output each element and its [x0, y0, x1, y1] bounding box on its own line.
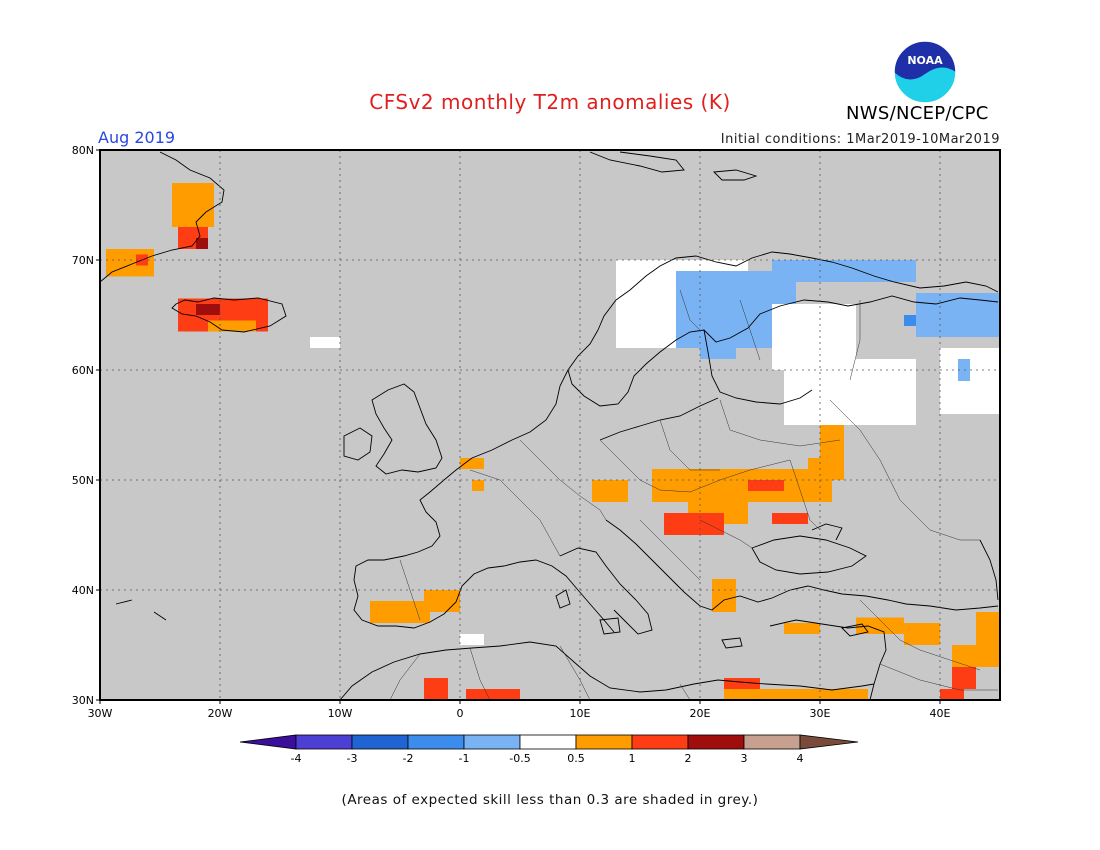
- anomaly-cell: [208, 320, 256, 332]
- lat-label: 40N: [72, 584, 94, 597]
- legend-tick-label: 2: [685, 752, 692, 765]
- legend-swatch: [351, 734, 409, 750]
- initial-conditions: Initial conditions: 1Mar2019-10Mar2019: [720, 132, 1000, 147]
- anomaly-cell: [904, 315, 916, 326]
- agency-label: NWS/NCEP/CPC: [846, 103, 989, 124]
- legend-arrow-high: [799, 734, 859, 750]
- anomaly-cell: [772, 513, 808, 524]
- legend-tick-label: 4: [797, 752, 804, 765]
- anomaly-cell: [916, 293, 1000, 337]
- legend-tick-label: -2: [403, 752, 414, 765]
- lon-label: 10W: [328, 707, 353, 720]
- legend-tick-label: 1: [629, 752, 636, 765]
- coastlines: [99, 151, 999, 701]
- legend-tick-label: -1: [459, 752, 470, 765]
- legend-tick-label: -3: [347, 752, 358, 765]
- graticule: [100, 150, 1000, 700]
- anomaly-cell: [424, 590, 460, 612]
- anomaly-cell: [370, 601, 430, 623]
- anomaly-cell: [724, 689, 868, 700]
- colorbar-legend: -4 -3 -2 -1 -0.5 0.5 1 2 3 4: [239, 734, 859, 765]
- legend-swatch: [631, 734, 689, 750]
- anomaly-cell: [940, 689, 964, 700]
- legend-tick-label: -4: [291, 752, 302, 765]
- lat-label: 70N: [72, 254, 94, 267]
- lat-label: 60N: [72, 364, 94, 377]
- map-frame: [99, 149, 1001, 701]
- lat-label: 50N: [72, 474, 94, 487]
- anomaly-cell: [880, 370, 904, 403]
- legend-arrow-low: [239, 734, 297, 750]
- legend-tick-label: 3: [741, 752, 748, 765]
- anomaly-cell: [460, 634, 484, 645]
- legend-tick-label: 0.5: [567, 752, 585, 765]
- anomaly-cell: [460, 458, 484, 469]
- longitude-labels: 30W 20W 10W 0 10E 20E 30E 40E: [88, 700, 951, 720]
- legend-tick-label: -0.5: [509, 752, 530, 765]
- legend-swatch: [687, 734, 745, 750]
- latitude-labels: 30N 40N 50N 60N 70N 80N: [72, 144, 100, 707]
- anomaly-cell: [466, 689, 520, 700]
- lon-label: 40E: [930, 707, 951, 720]
- legend-swatch: [743, 734, 801, 750]
- lon-label: 30E: [810, 707, 831, 720]
- anomaly-cell: [472, 480, 484, 491]
- anomaly-cell: [808, 458, 844, 480]
- anomaly-cell: [310, 337, 340, 348]
- anomaly-cell: [664, 513, 724, 535]
- legend-swatch: [519, 734, 577, 750]
- anomaly-cell: [856, 260, 916, 282]
- lat-label: 30N: [72, 694, 94, 707]
- lon-label: 0: [457, 707, 464, 720]
- anomaly-cell: [952, 667, 976, 689]
- anomaly-cell: [976, 612, 1000, 645]
- anomaly-cell: [856, 617, 904, 634]
- month-label: Aug 2019: [98, 128, 176, 147]
- lat-label: 80N: [72, 144, 94, 157]
- anomaly-cell: [820, 425, 844, 458]
- legend-swatch: [407, 734, 465, 750]
- noaa-logo: NOAA: [893, 40, 957, 104]
- anomaly-cell: [904, 623, 940, 645]
- lon-label: 10E: [570, 707, 591, 720]
- anomaly-cell: [784, 623, 820, 634]
- anomaly-cell: [724, 678, 760, 689]
- legend-swatch: [463, 734, 521, 750]
- logo-text: NOAA: [907, 54, 943, 67]
- anomaly-cell: [172, 183, 214, 227]
- legend-swatch: [295, 734, 353, 750]
- anomaly-cell: [772, 260, 856, 282]
- anomaly-cell: [952, 645, 1000, 667]
- anomaly-cell: [748, 480, 784, 491]
- anomaly-cell: [424, 678, 448, 700]
- lon-label: 20W: [208, 707, 233, 720]
- anomaly-cell: [196, 304, 220, 315]
- lon-label: 30W: [88, 707, 113, 720]
- anomaly-cell: [592, 480, 628, 502]
- legend-swatch: [575, 734, 633, 750]
- chart-title: CFSv2 monthly T2m anomalies (K): [369, 90, 731, 114]
- footnote: (Areas of expected skill less than 0.3 a…: [341, 792, 759, 808]
- anomaly-cell: [196, 238, 208, 249]
- lon-label: 20E: [690, 707, 711, 720]
